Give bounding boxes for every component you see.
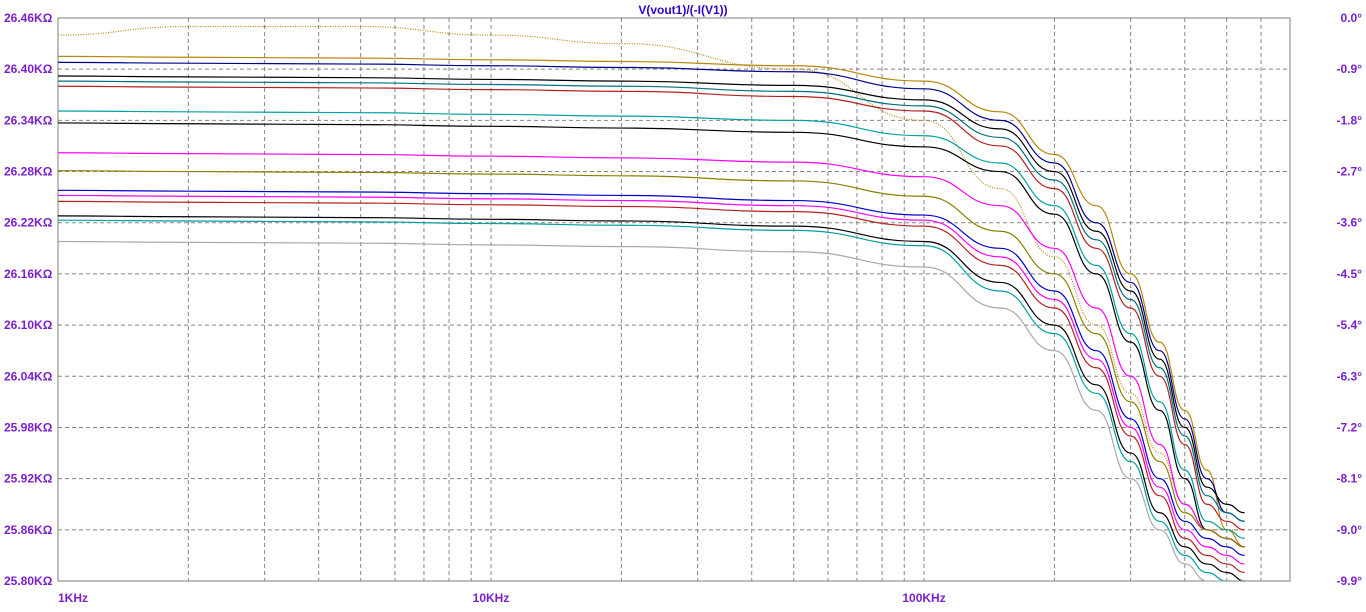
series-line xyxy=(57,61,1245,522)
series-layer xyxy=(57,25,1245,582)
series-line xyxy=(57,55,1245,548)
grid-layer xyxy=(57,17,1291,582)
right-axis-tick-label: -1.8° xyxy=(1337,113,1363,127)
x-axis-tick-label: 1KHz xyxy=(58,591,88,605)
left-axis-tick-label: 26.10KΩ xyxy=(4,318,53,332)
right-axis-tick-label: -9.0° xyxy=(1337,523,1363,537)
series-line xyxy=(57,219,1245,582)
left-axis-tick-label: 26.28KΩ xyxy=(4,165,53,179)
right-axis-tick-label: -3.6° xyxy=(1337,216,1363,230)
right-axis-tick-label: -2.7° xyxy=(1337,165,1363,179)
series-line xyxy=(57,75,1245,514)
series-line xyxy=(57,194,1245,565)
plot-area xyxy=(57,17,1291,582)
left-axis-tick-label: 25.80KΩ xyxy=(4,574,53,588)
series-line xyxy=(57,85,1245,531)
left-axis-tick-label: 26.16KΩ xyxy=(4,267,53,281)
right-axis-tick-label: -8.1° xyxy=(1337,472,1363,486)
left-axis-tick-label: 26.46KΩ xyxy=(4,11,53,25)
series-line xyxy=(57,215,1245,582)
series-line xyxy=(57,170,1245,548)
chart-title: V(vout1)/(-I(V1)) xyxy=(638,3,727,17)
series-line xyxy=(57,110,1245,539)
left-axis-tick-label: 25.98KΩ xyxy=(4,420,53,434)
left-axis-tick-label: 25.86KΩ xyxy=(4,523,53,537)
right-axis-tick-label: -9.9° xyxy=(1337,574,1363,588)
series-line xyxy=(57,200,1245,574)
series-line xyxy=(57,189,1245,557)
right-axis-tick-label: -5.4° xyxy=(1337,318,1363,332)
x-axis-tick-label: 100KHz xyxy=(902,591,945,605)
left-axis-tick-label: 26.34KΩ xyxy=(4,113,53,127)
left-axis-tick-label: 25.92KΩ xyxy=(4,472,53,486)
series-line xyxy=(57,152,1245,548)
left-axis-tick-label: 26.40KΩ xyxy=(4,62,53,76)
left-axis-tick-label: 26.04KΩ xyxy=(4,369,53,383)
right-axis-tick-label: -7.2° xyxy=(1337,420,1363,434)
left-axis-tick-label: 26.22KΩ xyxy=(4,216,53,230)
series-line xyxy=(57,122,1245,548)
series-line xyxy=(57,80,1245,522)
right-axis-tick-label: 0.0° xyxy=(1341,11,1363,25)
right-axis-tick-label: -6.3° xyxy=(1337,369,1363,383)
series-line xyxy=(57,240,1245,582)
x-axis-tick-label: 10KHz xyxy=(473,591,510,605)
right-axis-tick-label: -0.9° xyxy=(1337,62,1363,76)
axis-layer: 26.46KΩ 26.40KΩ 26.34KΩ 26.28KΩ 26.22KΩ 26.16… xyxy=(4,11,1362,605)
right-axis-tick-label: -4.5° xyxy=(1337,267,1363,281)
